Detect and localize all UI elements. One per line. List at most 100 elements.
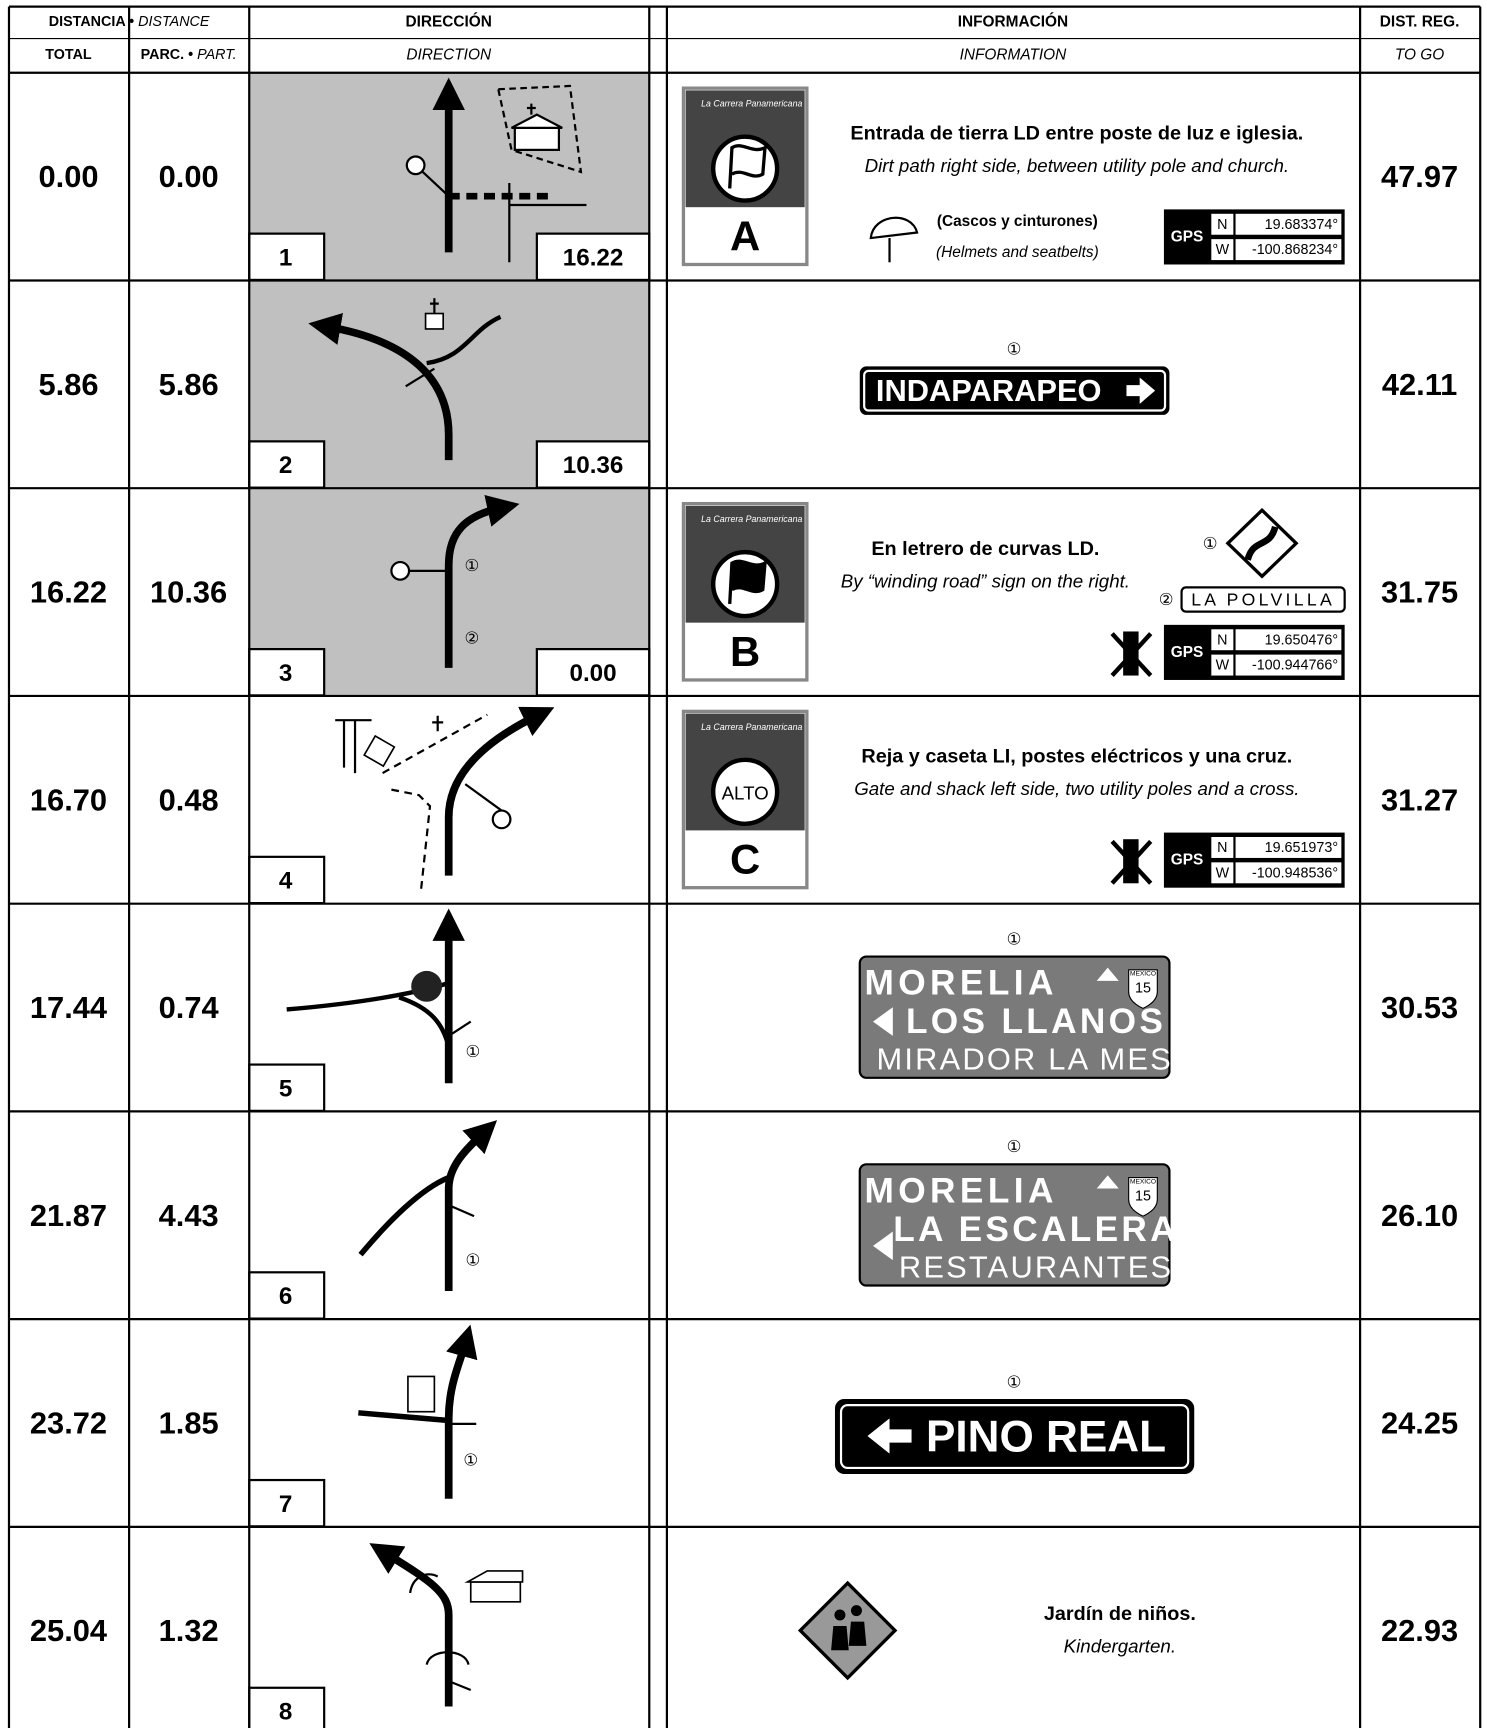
total: 21.87 xyxy=(30,1198,107,1233)
curve-sign xyxy=(1225,507,1299,579)
diagram xyxy=(405,77,587,263)
checkpoint-letter: C xyxy=(730,836,760,883)
gps-cell xyxy=(1211,654,1234,676)
partial: 10.36 xyxy=(150,575,227,610)
gps-axis: W xyxy=(1216,658,1230,674)
sign-text: LA POLVILLA xyxy=(1191,590,1335,610)
row: ① INDAPARAPEO xyxy=(249,280,1170,488)
total: 23.72 xyxy=(30,1406,107,1441)
gps-cell xyxy=(1235,837,1342,858)
marker: ② xyxy=(1159,590,1174,609)
gps-value: 19.650476° xyxy=(1265,632,1338,648)
info-es: Entrada de tierra LD entre poste de luz … xyxy=(850,122,1303,144)
gps-cell xyxy=(1235,862,1342,884)
sign-text: MORELIA xyxy=(864,964,1057,1003)
checkpoint-letter: B xyxy=(730,628,760,675)
partial: 0.00 xyxy=(159,159,219,194)
gps-cell xyxy=(1235,213,1342,235)
step: 1 xyxy=(279,244,292,271)
marker: ② xyxy=(464,629,479,648)
sign-text: PINO REAL xyxy=(926,1413,1166,1462)
header-partial: PARC. • PART. xyxy=(141,47,237,63)
note-es: (Cascos y cinturones) xyxy=(937,213,1098,230)
overlay: 0.00 0.00 47.97 1 16.22 5.86 5.86 42.11 2 10.36 16… xyxy=(7,5,1482,1728)
logo-text: La Carrera Panamericana xyxy=(701,514,802,524)
total: 16.70 xyxy=(30,782,107,817)
row: Jardín de niños. Kindergarten. xyxy=(369,1543,1196,1707)
gps-label: GPS xyxy=(1171,228,1204,245)
to-go: 22.93 xyxy=(1381,1613,1458,1648)
total: 17.44 xyxy=(30,990,107,1025)
info-en: Kindergarten. xyxy=(1064,1635,1176,1656)
info-es: En letrero de curvas LD. xyxy=(871,538,1099,560)
badge: ALTO xyxy=(722,782,769,803)
marker: ① xyxy=(463,1451,478,1470)
gps-value: -100.944766° xyxy=(1252,658,1338,674)
gps-axis: N xyxy=(1217,840,1227,856)
header: DISTANCIA • DISTANCE TOTAL PARC. • PART.… xyxy=(45,13,1459,64)
gps-cell xyxy=(1211,213,1234,235)
gps-axis: W xyxy=(1216,242,1230,258)
sign-text: MIRADOR LA MESA xyxy=(876,1042,1195,1077)
gps-cell xyxy=(1235,239,1342,261)
gps-value: -100.868234° xyxy=(1252,242,1338,258)
total: 16.22 xyxy=(30,575,107,610)
to-go: 26.10 xyxy=(1381,1198,1458,1233)
sign-text: RESTAURANTES xyxy=(899,1249,1173,1284)
marker: ① xyxy=(1203,534,1218,553)
diagram xyxy=(308,298,502,461)
step-box xyxy=(248,855,326,905)
checkpoint-icon xyxy=(710,757,780,826)
step: 6 xyxy=(279,1283,292,1310)
gps-label: GPS xyxy=(1171,644,1204,661)
step: 7 xyxy=(279,1491,292,1518)
header-to-go-en: TO GO xyxy=(1395,47,1444,64)
sign xyxy=(858,955,1171,1079)
gps-axis: N xyxy=(1217,217,1227,233)
diagram xyxy=(335,706,555,889)
gps-cell xyxy=(1211,239,1234,261)
partial: 5.86 xyxy=(159,367,219,402)
marker: ① xyxy=(1007,1372,1022,1391)
step: 8 xyxy=(279,1699,292,1726)
row: Entrada de tierra LD entre poste de luz … xyxy=(249,72,1345,280)
gps-cell xyxy=(1211,629,1234,651)
sign-text: LA ESCALERA xyxy=(893,1210,1179,1249)
gps-cell xyxy=(1211,862,1234,884)
logo-text: La Carrera Panamericana xyxy=(701,722,802,732)
diagram: ① xyxy=(358,1324,478,1499)
gps-value: -100.948536° xyxy=(1252,865,1338,881)
diagram: ① xyxy=(286,908,480,1084)
marker: ① xyxy=(1007,1137,1022,1156)
logo-text: La Carrera Panamericana xyxy=(701,99,802,109)
note-en: (Helmets and seatbelts) xyxy=(936,244,1099,261)
sign-text: INDAPARAPEO xyxy=(876,373,1102,408)
step-box xyxy=(248,232,326,282)
sign-border xyxy=(863,369,1167,412)
header-information-en: INFORMATION xyxy=(960,47,1068,64)
step: 5 xyxy=(279,1075,292,1102)
to-go: 31.27 xyxy=(1381,782,1458,817)
header-direction-en: DIRECTION xyxy=(406,47,492,64)
diagram: ① ② xyxy=(390,494,520,668)
step-distance: 10.36 xyxy=(563,452,624,479)
step: 2 xyxy=(279,452,292,479)
partial: 4.43 xyxy=(159,1198,219,1233)
gps-axis: W xyxy=(1216,865,1230,881)
step-box xyxy=(248,1478,326,1528)
sign xyxy=(834,1399,1195,1474)
step: 3 xyxy=(279,660,292,687)
marker: ① xyxy=(466,1251,481,1270)
sign-text: LOS LLANOS xyxy=(906,1002,1166,1041)
gps-label: GPS xyxy=(1171,852,1204,869)
header-information: INFORMACIÓN xyxy=(958,13,1068,31)
step-distance: 0.00 xyxy=(569,660,616,687)
sign xyxy=(858,1163,1171,1287)
info-es: Jardín de niños. xyxy=(1044,1603,1196,1625)
to-go: 47.97 xyxy=(1381,159,1458,194)
flag xyxy=(728,144,767,189)
info-en: Dirt path right side, between utility po… xyxy=(865,155,1290,176)
shield-number: 15 xyxy=(1135,1188,1151,1204)
partial: 0.74 xyxy=(159,990,219,1025)
